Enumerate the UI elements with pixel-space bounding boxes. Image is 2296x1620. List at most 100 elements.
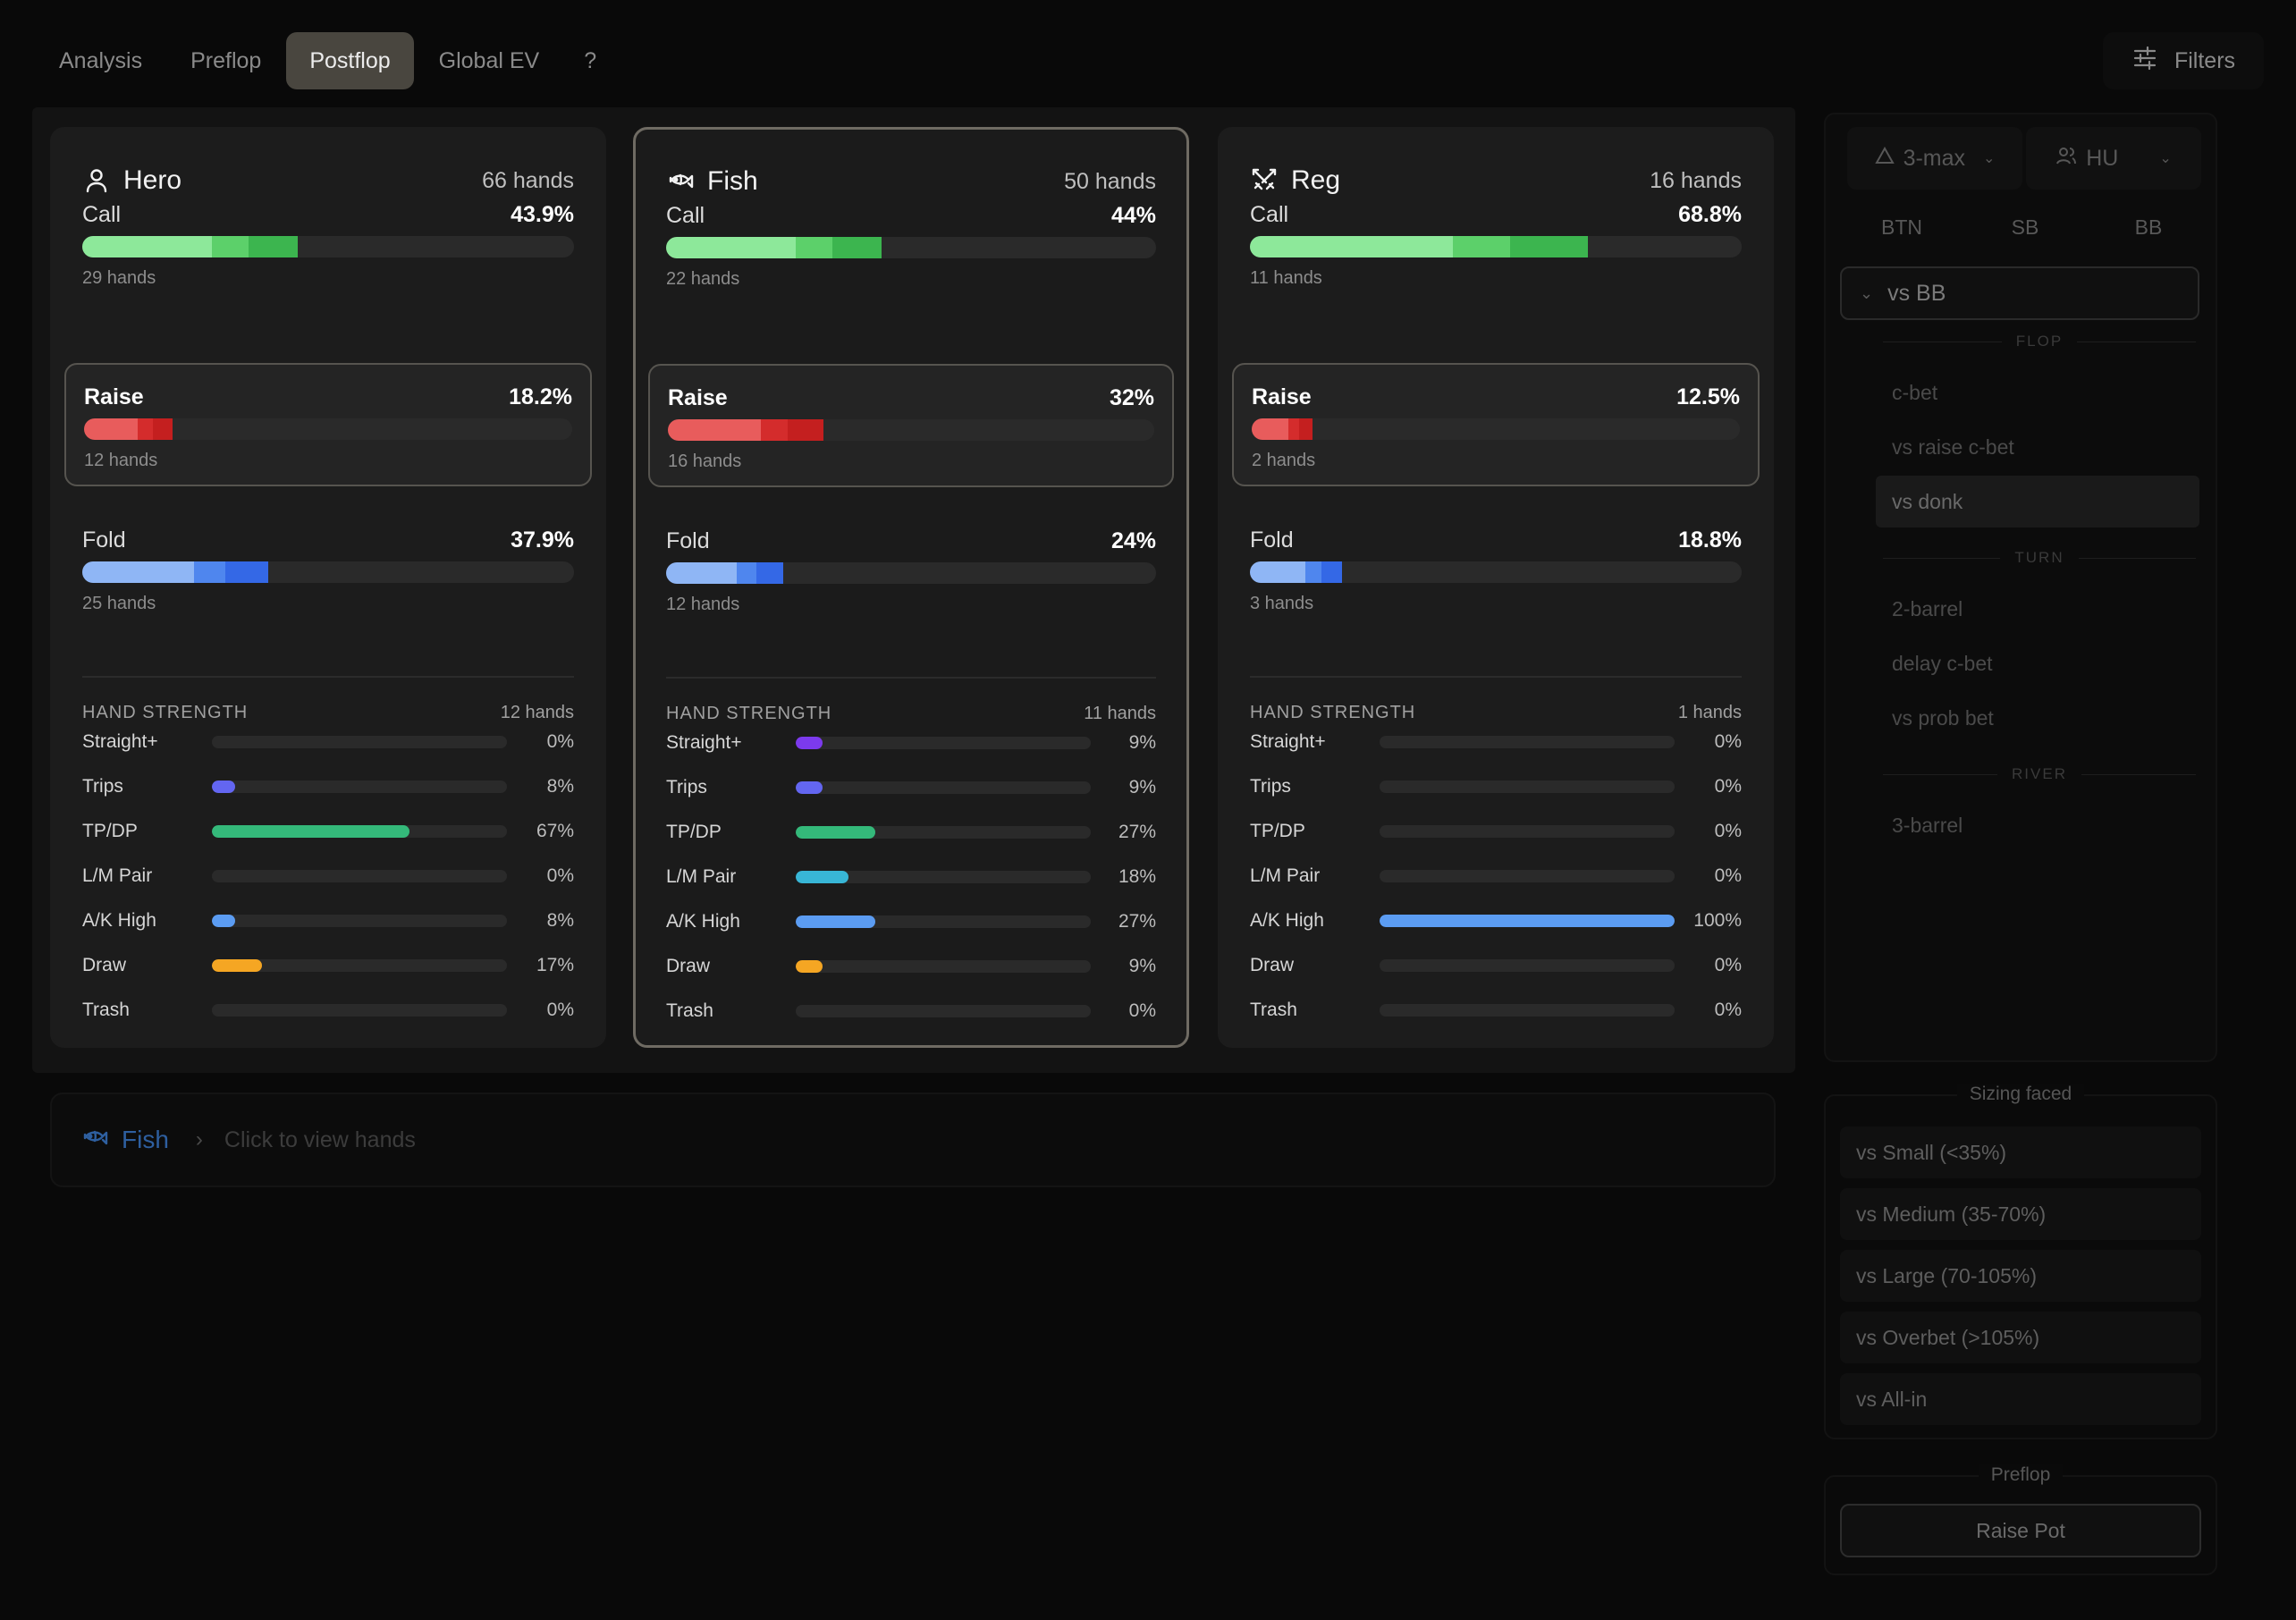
- triangle-icon: [1874, 146, 1895, 172]
- hand-strength-count: 11 hands: [1084, 704, 1156, 723]
- tab-help[interactable]: ?: [584, 47, 597, 73]
- action-fold[interactable]: Fold 24% 12 hands: [648, 509, 1174, 632]
- action-fold[interactable]: Fold 37.9% 25 hands: [64, 508, 592, 631]
- action-percent: 37.9%: [511, 527, 574, 553]
- hand-strength-percent: 17%: [536, 955, 574, 975]
- position-sb[interactable]: SB: [2011, 215, 2039, 239]
- spot-delay-c-bet[interactable]: delay c-bet: [1892, 651, 1993, 675]
- vs-position-select[interactable]: ⌄ vs BB: [1840, 266, 2199, 320]
- hand-strength-row: L/M Pair 0%: [82, 863, 574, 890]
- fish-icon: [666, 167, 695, 196]
- hand-strength-row: Trash 0%: [666, 998, 1156, 1025]
- hand-strength-label: L/M Pair: [1250, 865, 1321, 886]
- breadcrumb-player[interactable]: Fish: [122, 1126, 169, 1153]
- hand-strength-bar: [212, 1004, 507, 1017]
- player-card-hero[interactable]: Hero 66 hands Call 43.9% 29 hands Raise 18.2% 1…: [50, 127, 606, 1048]
- filters-button[interactable]: Filters: [2103, 32, 2264, 89]
- sizing-panel: Sizing faced vs Small (<35%) vs Medium (…: [1824, 1084, 2217, 1439]
- action-percent: 43.9%: [511, 202, 574, 227]
- raise-pot-button[interactable]: Raise Pot: [1840, 1504, 2201, 1557]
- action-name: Call: [1250, 202, 1289, 227]
- hand-strength-bar: [1380, 959, 1675, 972]
- player-comparison-panel: Hero 66 hands Call 43.9% 29 hands Raise 18.2% 1…: [32, 107, 1795, 1073]
- tab-postflop[interactable]: Postflop: [286, 32, 414, 89]
- hand-strength-bar: [796, 1005, 1091, 1017]
- street-turn-header: TURN: [1883, 549, 2196, 567]
- player-hand-count: 66 hands: [482, 167, 574, 193]
- action-frequency-bar: [666, 237, 1156, 258]
- hand-strength-bar: [796, 960, 1091, 973]
- action-frequency-bar: [84, 418, 572, 440]
- action-raise[interactable]: Raise 12.5% 2 hands: [1232, 363, 1760, 486]
- action-call[interactable]: Call 68.8% 11 hands: [1232, 182, 1760, 306]
- preflop-title: Preflop: [1978, 1464, 2064, 1485]
- player-name: Hero: [123, 165, 182, 195]
- player-name: Reg: [1291, 165, 1341, 195]
- spot-vs-prob-bet[interactable]: vs prob bet: [1892, 705, 1994, 730]
- spot-vs-raise-c-bet[interactable]: vs raise c-bet: [1892, 435, 2014, 459]
- spot-2-barrel[interactable]: 2-barrel: [1892, 596, 1963, 620]
- tab-analysis[interactable]: Analysis: [59, 47, 143, 73]
- hand-strength-row: Straight+ 0%: [1250, 729, 1742, 755]
- player-hand-count: 50 hands: [1064, 168, 1156, 194]
- hand-strength-count: 12 hands: [500, 703, 574, 722]
- spot-vs-donk[interactable]: vs donk: [1876, 476, 2199, 527]
- action-raise[interactable]: Raise 18.2% 12 hands: [64, 363, 592, 486]
- hand-strength-label: Trips: [82, 776, 123, 797]
- chevron-down-icon: ⌄: [1860, 283, 1874, 302]
- hand-strength-percent: 18%: [1118, 866, 1156, 887]
- table-size-select[interactable]: 3-max ⌄: [1847, 127, 2022, 190]
- street-flop-header: FLOP: [1883, 333, 2196, 350]
- hand-strength-percent: 0%: [1128, 1000, 1156, 1021]
- action-name: Call: [82, 202, 122, 227]
- table-mode-row: 3-max ⌄ HU ⌄: [1847, 127, 2201, 190]
- action-hand-count: 11 hands: [1250, 268, 1322, 288]
- street-river-header: RIVER: [1883, 765, 2196, 783]
- hand-strength-label: Straight+: [82, 731, 158, 752]
- position-btn[interactable]: BTN: [1881, 215, 1922, 239]
- hand-strength-percent: 0%: [1714, 865, 1742, 886]
- hand-strength-row: TP/DP 27%: [666, 819, 1156, 846]
- sizing-large[interactable]: vs Large (70-105%): [1840, 1250, 2201, 1302]
- sliders-icon: [2131, 45, 2158, 78]
- sizing-medium[interactable]: vs Medium (35-70%): [1840, 1188, 2201, 1240]
- player-card-fish[interactable]: Fish 50 hands Call 44% 22 hands Raise 32% 16 ha…: [633, 127, 1189, 1048]
- action-name: Fold: [82, 527, 126, 553]
- mode-select[interactable]: HU ⌄: [2026, 127, 2201, 190]
- hand-strength-bar: [796, 781, 1091, 794]
- hand-strength-percent: 0%: [1714, 1000, 1742, 1020]
- action-frequency-bar: [666, 562, 1156, 584]
- action-call[interactable]: Call 43.9% 29 hands: [64, 182, 592, 306]
- divider: [82, 676, 574, 678]
- position-bb[interactable]: BB: [2134, 215, 2163, 239]
- user-icon: [82, 166, 111, 195]
- table-size-label: 3-max: [1903, 145, 1966, 171]
- spot-c-bet[interactable]: c-bet: [1892, 380, 1938, 404]
- breadcrumb-hint[interactable]: Click to view hands: [224, 1126, 416, 1152]
- hand-strength-percent: 0%: [546, 731, 574, 752]
- action-raise[interactable]: Raise 32% 16 hands: [648, 364, 1174, 487]
- sizing-all-in[interactable]: vs All-in: [1840, 1373, 2201, 1425]
- sizing-small[interactable]: vs Small (<35%): [1840, 1126, 2201, 1178]
- users-icon: [2055, 146, 2077, 172]
- hand-strength-label: Straight+: [1250, 731, 1326, 752]
- action-call[interactable]: Call 44% 22 hands: [648, 183, 1174, 307]
- tab-global-ev[interactable]: Global EV: [438, 47, 540, 73]
- spot-3-barrel[interactable]: 3-barrel: [1892, 813, 1963, 837]
- hand-strength-title: HAND STRENGTH: [1250, 703, 1416, 722]
- tab-bar: Analysis Preflop Postflop Global EV ?: [36, 32, 618, 89]
- hand-strength-percent: 8%: [546, 776, 574, 797]
- sizing-overbet[interactable]: vs Overbet (>105%): [1840, 1312, 2201, 1363]
- hand-strength-row: L/M Pair 18%: [666, 864, 1156, 890]
- action-fold[interactable]: Fold 18.8% 3 hands: [1232, 508, 1760, 631]
- hand-strength-row: A/K High 8%: [82, 907, 574, 934]
- action-frequency-bar: [1252, 418, 1740, 440]
- tab-preflop[interactable]: Preflop: [190, 47, 262, 73]
- action-percent: 68.8%: [1678, 202, 1742, 227]
- action-percent: 18.2%: [509, 384, 572, 409]
- hand-strength-row: Trips 8%: [82, 773, 574, 800]
- hand-strength-label: TP/DP: [666, 822, 722, 842]
- breadcrumb[interactable]: Fish › Click to view hands: [50, 1093, 1776, 1187]
- vs-position-label: vs BB: [1887, 280, 1946, 306]
- player-card-reg[interactable]: Reg 16 hands Call 68.8% 11 hands Raise 12.5% 2 …: [1218, 127, 1774, 1048]
